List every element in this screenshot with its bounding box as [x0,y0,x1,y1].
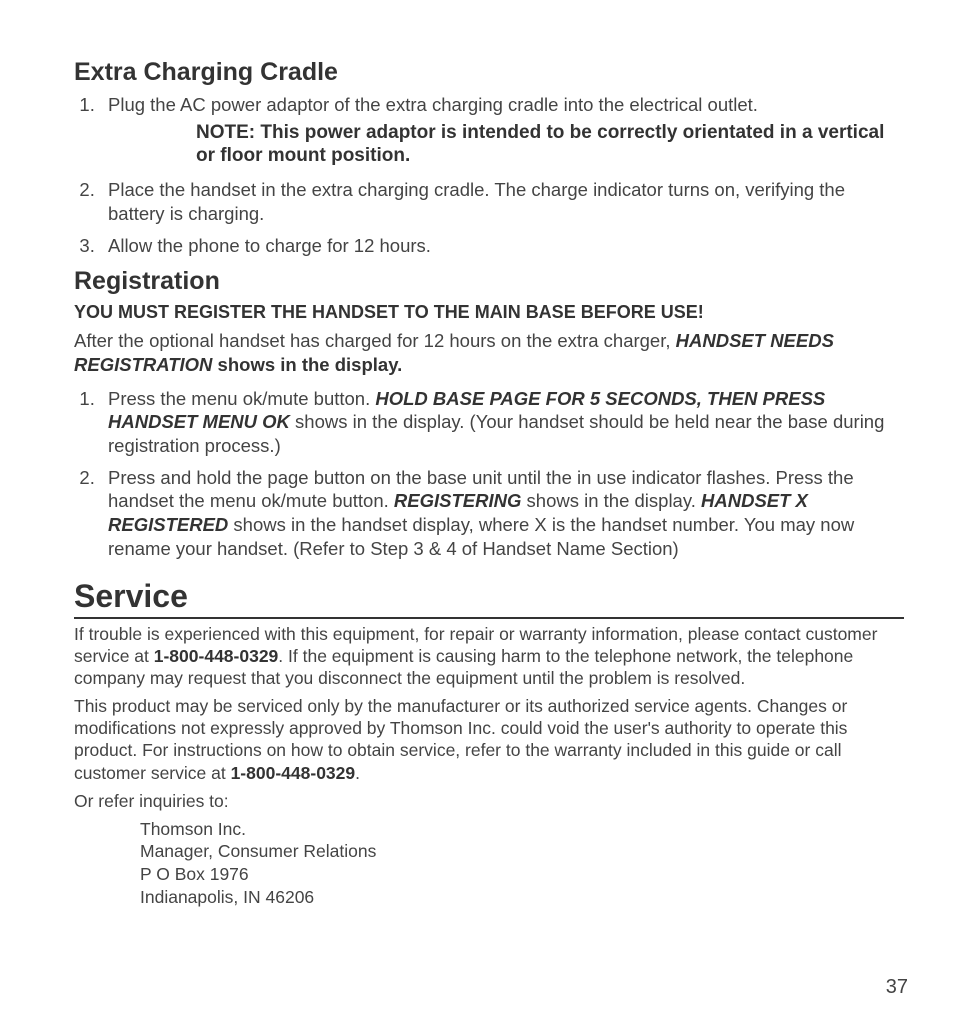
must-register-text: YOU MUST REGISTER THE HANDSET TO THE MAI… [74,302,904,323]
emphasis-text: REGISTERING [394,490,521,511]
page-number: 37 [886,976,908,999]
list-item: Press the menu ok/mute button. HOLD BASE… [100,387,904,458]
address-line: Thomson Inc. [140,818,904,841]
text-fragment: . [355,763,360,783]
list-item: Press and hold the page button on the ba… [100,466,904,561]
extra-charging-list: Plug the AC power adaptor of the extra c… [74,93,904,257]
registration-list: Press the menu ok/mute button. HOLD BASE… [74,387,904,561]
note-text: NOTE: This power adaptor is intended to … [196,121,904,169]
text-fragment: shows in the display. [212,354,402,375]
heading-registration: Registration [74,267,904,296]
text-fragment: This product may be serviced only by the… [74,696,847,782]
service-paragraph-2: This product may be serviced only by the… [74,695,904,783]
list-item: Plug the AC power adaptor of the extra c… [100,93,904,168]
registration-intro: After the optional handset has charged f… [74,329,904,376]
service-paragraph-1: If trouble is experienced with this equi… [74,623,904,689]
text-fragment: After the optional handset has charged f… [74,330,676,351]
phone-number: 1-800-448-0329 [154,646,279,666]
service-address: Thomson Inc. Manager, Consumer Relations… [140,818,904,909]
address-line: Indianapolis, IN 46206 [140,886,904,909]
phone-number: 1-800-448-0329 [231,763,356,783]
text-fragment: Press the menu ok/mute button. [108,388,375,409]
address-line: Manager, Consumer Relations [140,840,904,863]
text-fragment: shows in the display. [521,490,701,511]
address-line: P O Box 1976 [140,863,904,886]
list-item: Allow the phone to charge for 12 hours. [100,234,904,258]
heading-service: Service [74,578,904,619]
heading-extra-charging: Extra Charging Cradle [74,58,904,87]
list-item-text: Plug the AC power adaptor of the extra c… [108,94,758,115]
page: Extra Charging Cradle Plug the AC power … [0,0,954,1025]
list-item: Place the handset in the extra charging … [100,178,904,225]
service-paragraph-3: Or refer inquiries to: [74,790,904,812]
